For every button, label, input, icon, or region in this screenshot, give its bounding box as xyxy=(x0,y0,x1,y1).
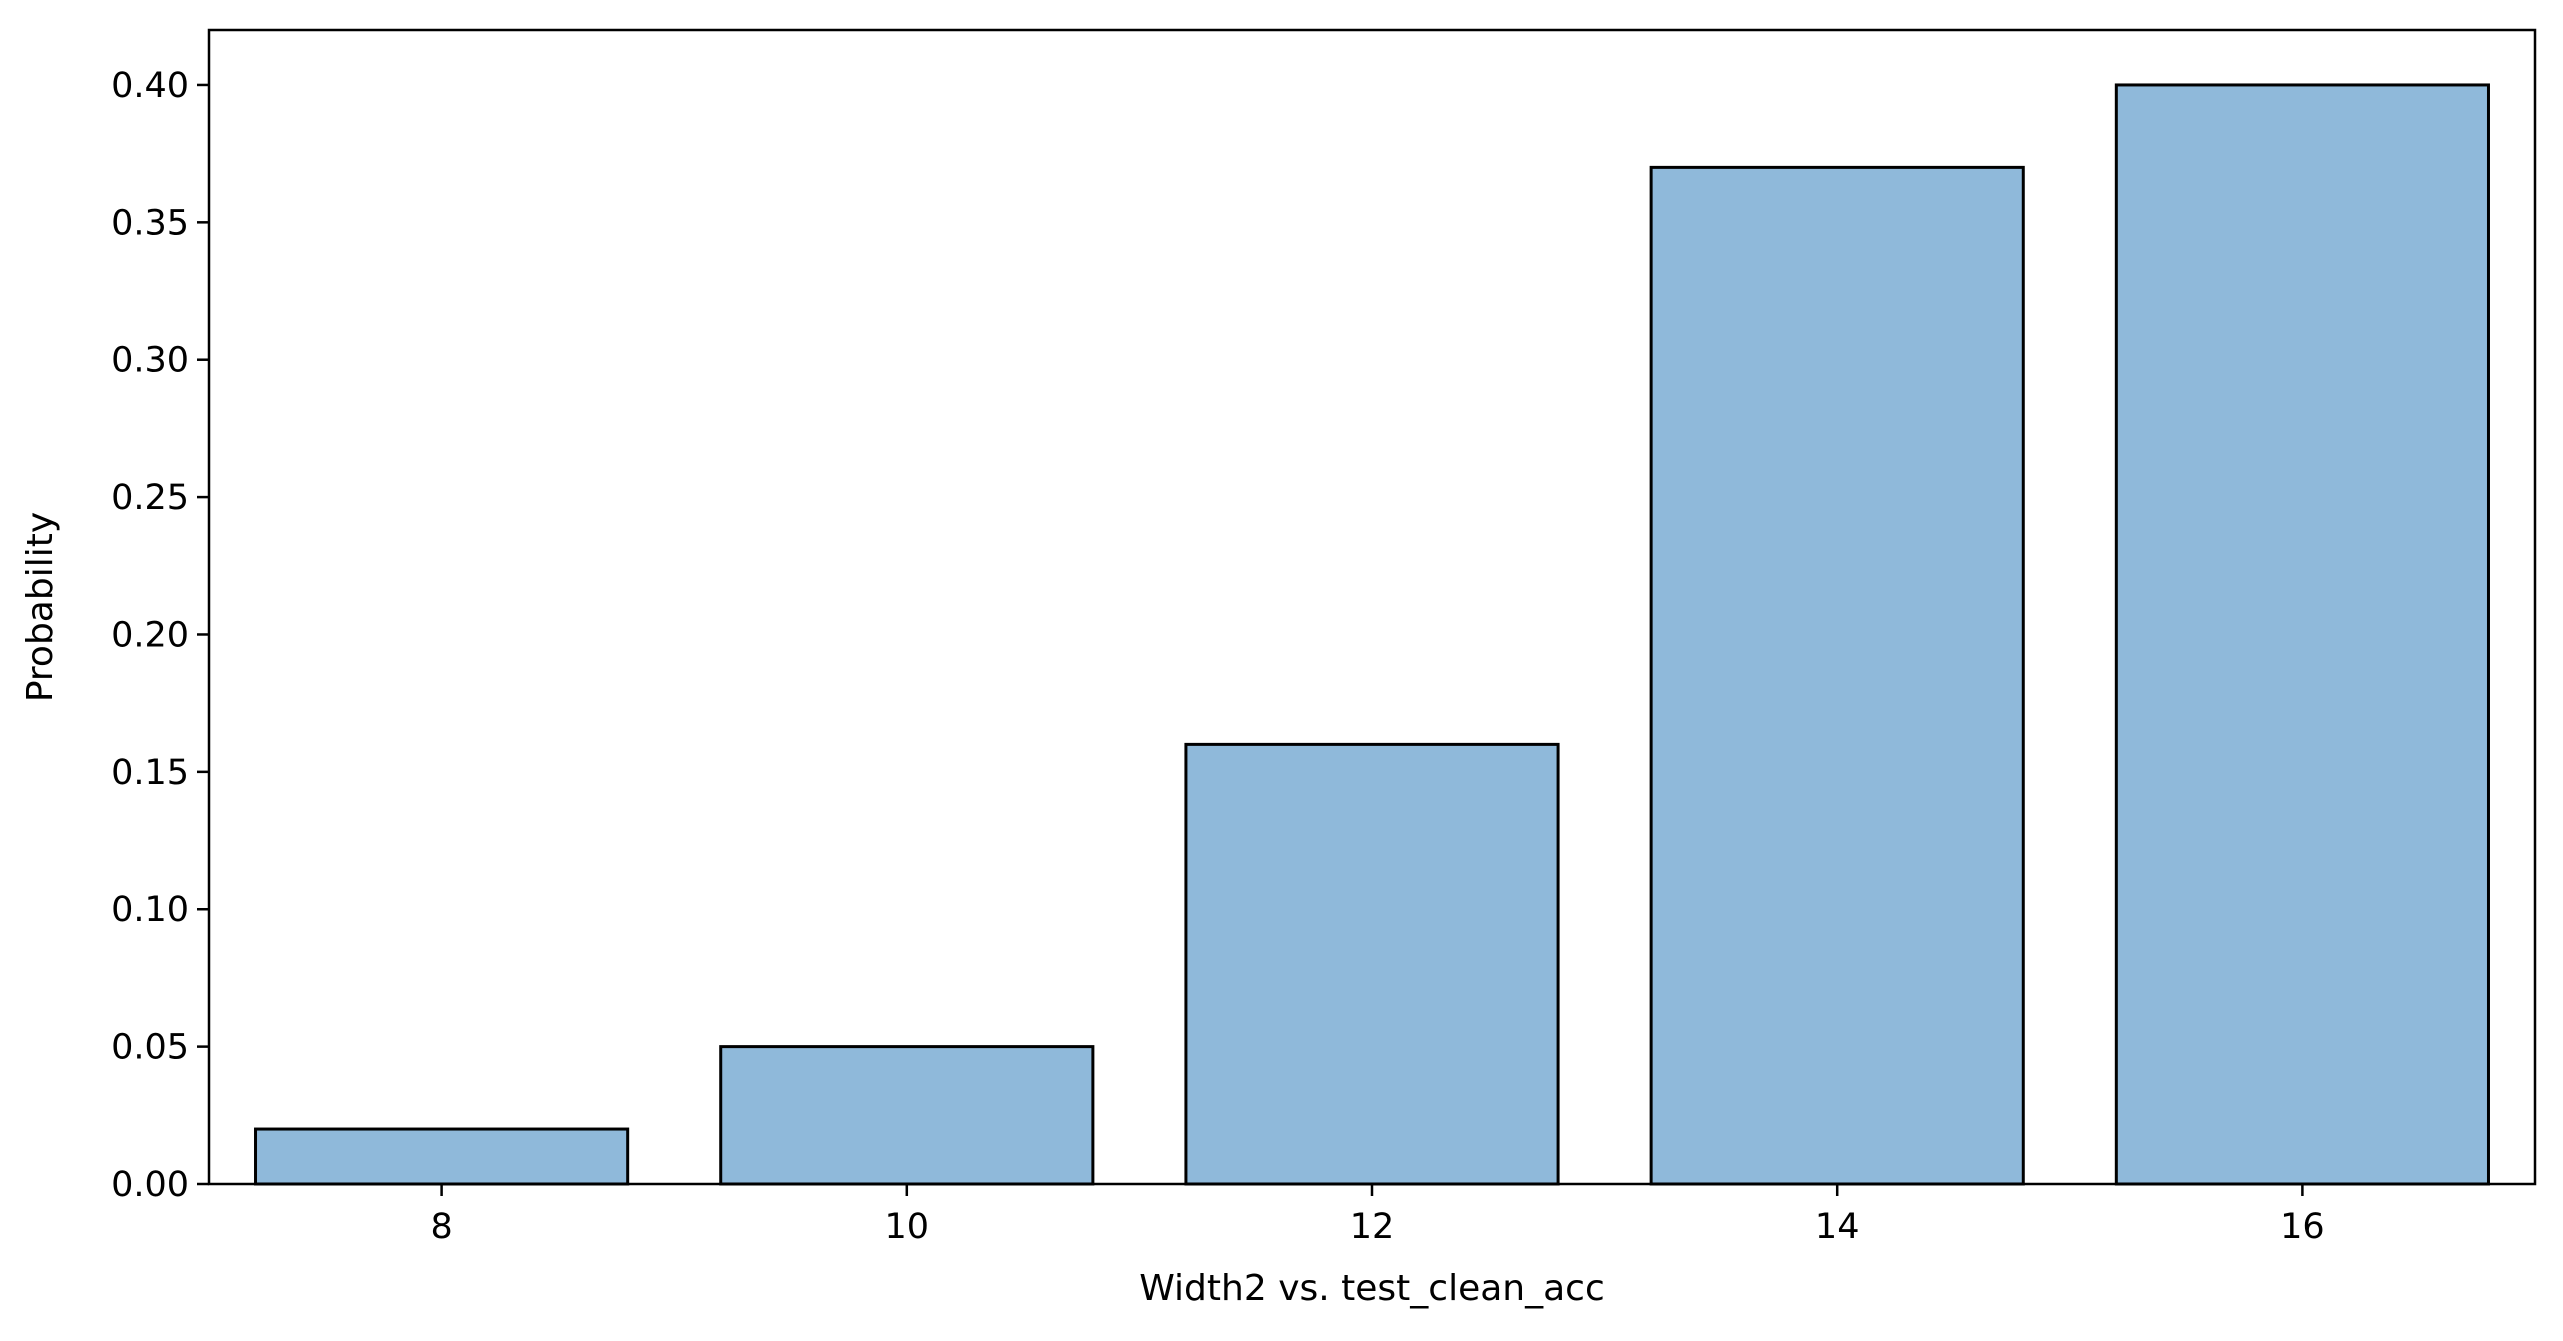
x-tick-label-8: 8 xyxy=(430,1207,452,1247)
y-tick-label-0.05: 0.05 xyxy=(111,1028,189,1068)
y-tick-label-0.40: 0.40 xyxy=(111,66,189,106)
x-axis-label: Width2 vs. test_clean_acc xyxy=(1139,1268,1605,1309)
y-tick-label-0.20: 0.20 xyxy=(111,615,189,655)
x-tick-label-12: 12 xyxy=(1350,1207,1395,1247)
x-axis: 8 10 12 14 16 xyxy=(430,1184,2325,1247)
bar-12 xyxy=(1184,742,1560,1186)
y-tick-label-0.00: 0.00 xyxy=(111,1165,189,1205)
y-tick-label-0.30: 0.30 xyxy=(111,341,189,381)
y-tick-label-0.35: 0.35 xyxy=(111,203,189,243)
bars-layer xyxy=(254,83,2490,1186)
y-tick-label-0.15: 0.15 xyxy=(111,753,189,793)
y-axis-label: Probability xyxy=(20,512,61,702)
y-tick-label-0.25: 0.25 xyxy=(111,478,189,518)
y-axis: 0.00 0.05 0.10 0.15 0.20 0.25 0.30 0.35 0.40 xyxy=(111,66,209,1205)
bar-8 xyxy=(254,1127,630,1186)
y-tick-label-0.10: 0.10 xyxy=(111,890,189,930)
x-tick-label-10: 10 xyxy=(885,1207,930,1247)
x-tick-label-14: 14 xyxy=(1815,1207,1860,1247)
bar-16 xyxy=(2114,83,2490,1186)
x-tick-label-16: 16 xyxy=(2280,1207,2325,1247)
bar-14 xyxy=(1649,165,2025,1186)
bar-10 xyxy=(719,1045,1095,1186)
